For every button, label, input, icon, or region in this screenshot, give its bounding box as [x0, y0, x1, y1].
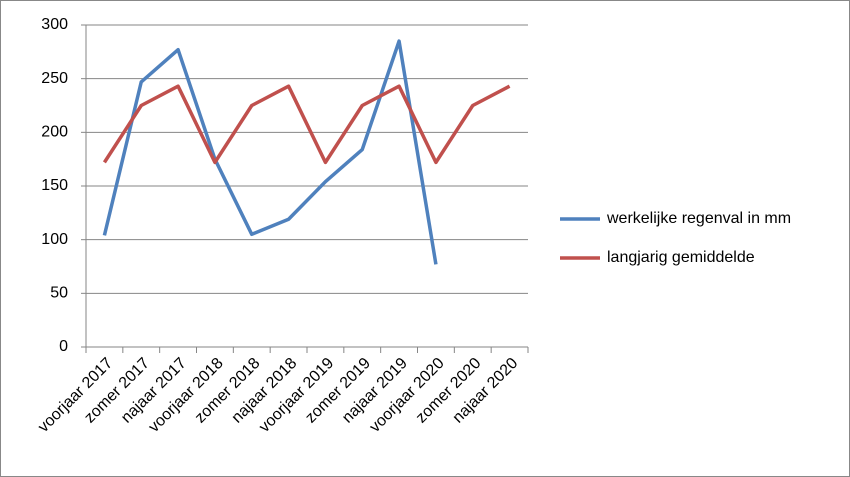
- y-tick-label: 150: [41, 177, 68, 194]
- y-tick-label: 100: [41, 231, 68, 248]
- y-tick-label: 250: [41, 70, 68, 87]
- y-tick-label: 200: [41, 124, 68, 141]
- legend-label: werkelijke regenval in mm: [606, 210, 791, 227]
- y-tick-label: 50: [50, 285, 68, 302]
- y-tick-label: 0: [59, 338, 68, 355]
- y-tick-label: 300: [41, 16, 68, 33]
- legend-label: langjarig gemiddelde: [607, 249, 755, 266]
- series-line: [102, 84, 511, 165]
